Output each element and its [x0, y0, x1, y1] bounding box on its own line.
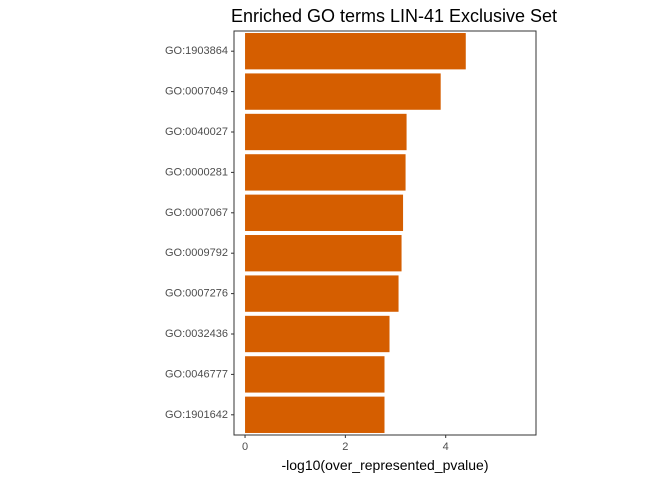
x-tick-label: 4 — [443, 441, 449, 453]
bar-go-1903864 — [245, 33, 466, 70]
y-tick-label: GO:0032436 — [165, 328, 228, 340]
bar-go-0007067 — [245, 194, 404, 231]
bar-go-0007049 — [245, 73, 441, 110]
y-tick-label: GO:0007049 — [165, 86, 228, 98]
y-axis: GO:1903864 GO:0007049 GO:0040027 GO:0000281… — [165, 45, 234, 421]
plot-panel — [233, 30, 537, 436]
y-tick-label: GO:0007067 — [165, 207, 228, 219]
y-tick-label: GO:0000281 — [165, 166, 228, 178]
bar-go-0000281 — [245, 154, 406, 191]
x-axis: 0 2 4 — [242, 435, 449, 453]
bar-go-0040027 — [245, 113, 407, 151]
bars-group — [245, 33, 466, 433]
bar-go-0032436 — [245, 315, 390, 353]
x-tick-label: 0 — [242, 441, 248, 453]
chart-title: Enriched GO terms LIN-41 Exclusive Set — [231, 6, 557, 26]
x-tick-label: 2 — [342, 441, 348, 453]
y-tick-label: GO:1901642 — [165, 409, 228, 421]
bar-go-0046777 — [245, 356, 385, 393]
y-tick-label: GO:0009792 — [165, 247, 228, 259]
bar-go-1901642 — [245, 396, 385, 433]
y-tick-label: GO:1903864 — [165, 45, 228, 57]
y-tick-label: GO:0007276 — [165, 288, 228, 300]
bar-go-0007276 — [245, 275, 399, 312]
x-axis-title: -log10(over_represented_pvalue) — [281, 457, 488, 473]
y-tick-label: GO:0040027 — [165, 126, 228, 138]
y-tick-label: GO:0046777 — [165, 368, 228, 380]
bar-go-0009792 — [245, 235, 402, 272]
